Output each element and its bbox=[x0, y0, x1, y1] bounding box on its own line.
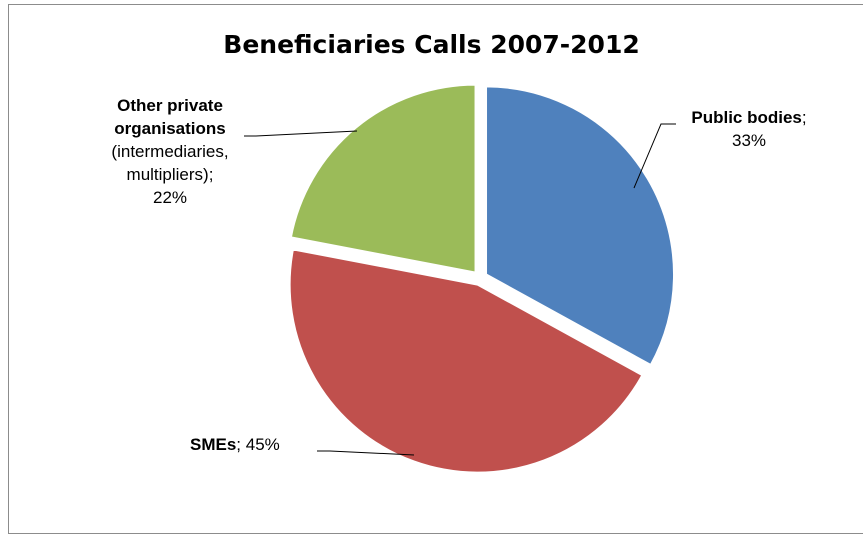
label-smes: SMEs; 45% bbox=[190, 433, 280, 456]
label-other-private-sep: ; bbox=[208, 165, 214, 184]
label-other-private-value: 22% bbox=[152, 188, 188, 207]
chart-title: Beneficiaries Calls 2007-2012 bbox=[223, 30, 640, 59]
label-other-private: Other private organisations (intermediar… bbox=[84, 94, 256, 209]
label-smes-category: SMEs bbox=[190, 435, 237, 454]
leader-line-public-bodies bbox=[633, 123, 676, 189]
label-public-bodies-category: Public bodies bbox=[691, 108, 802, 127]
label-public-bodies-sep: ; bbox=[801, 108, 807, 127]
label-other-private-sub: (intermediaries, multipliers) bbox=[111, 142, 229, 184]
slice-other-private bbox=[289, 83, 477, 274]
label-public-bodies: Public bodies; 33% bbox=[678, 106, 820, 152]
slice-public-bodies bbox=[485, 85, 675, 367]
leader-line-other-private bbox=[244, 130, 358, 137]
leader-line-smes bbox=[317, 450, 415, 456]
slice-smes bbox=[288, 248, 644, 474]
label-smes-sep: ; bbox=[236, 435, 242, 454]
label-other-private-category: Other private organisations bbox=[114, 96, 226, 138]
label-smes-value: 45% bbox=[245, 435, 280, 454]
label-public-bodies-value: 33% bbox=[731, 131, 767, 150]
